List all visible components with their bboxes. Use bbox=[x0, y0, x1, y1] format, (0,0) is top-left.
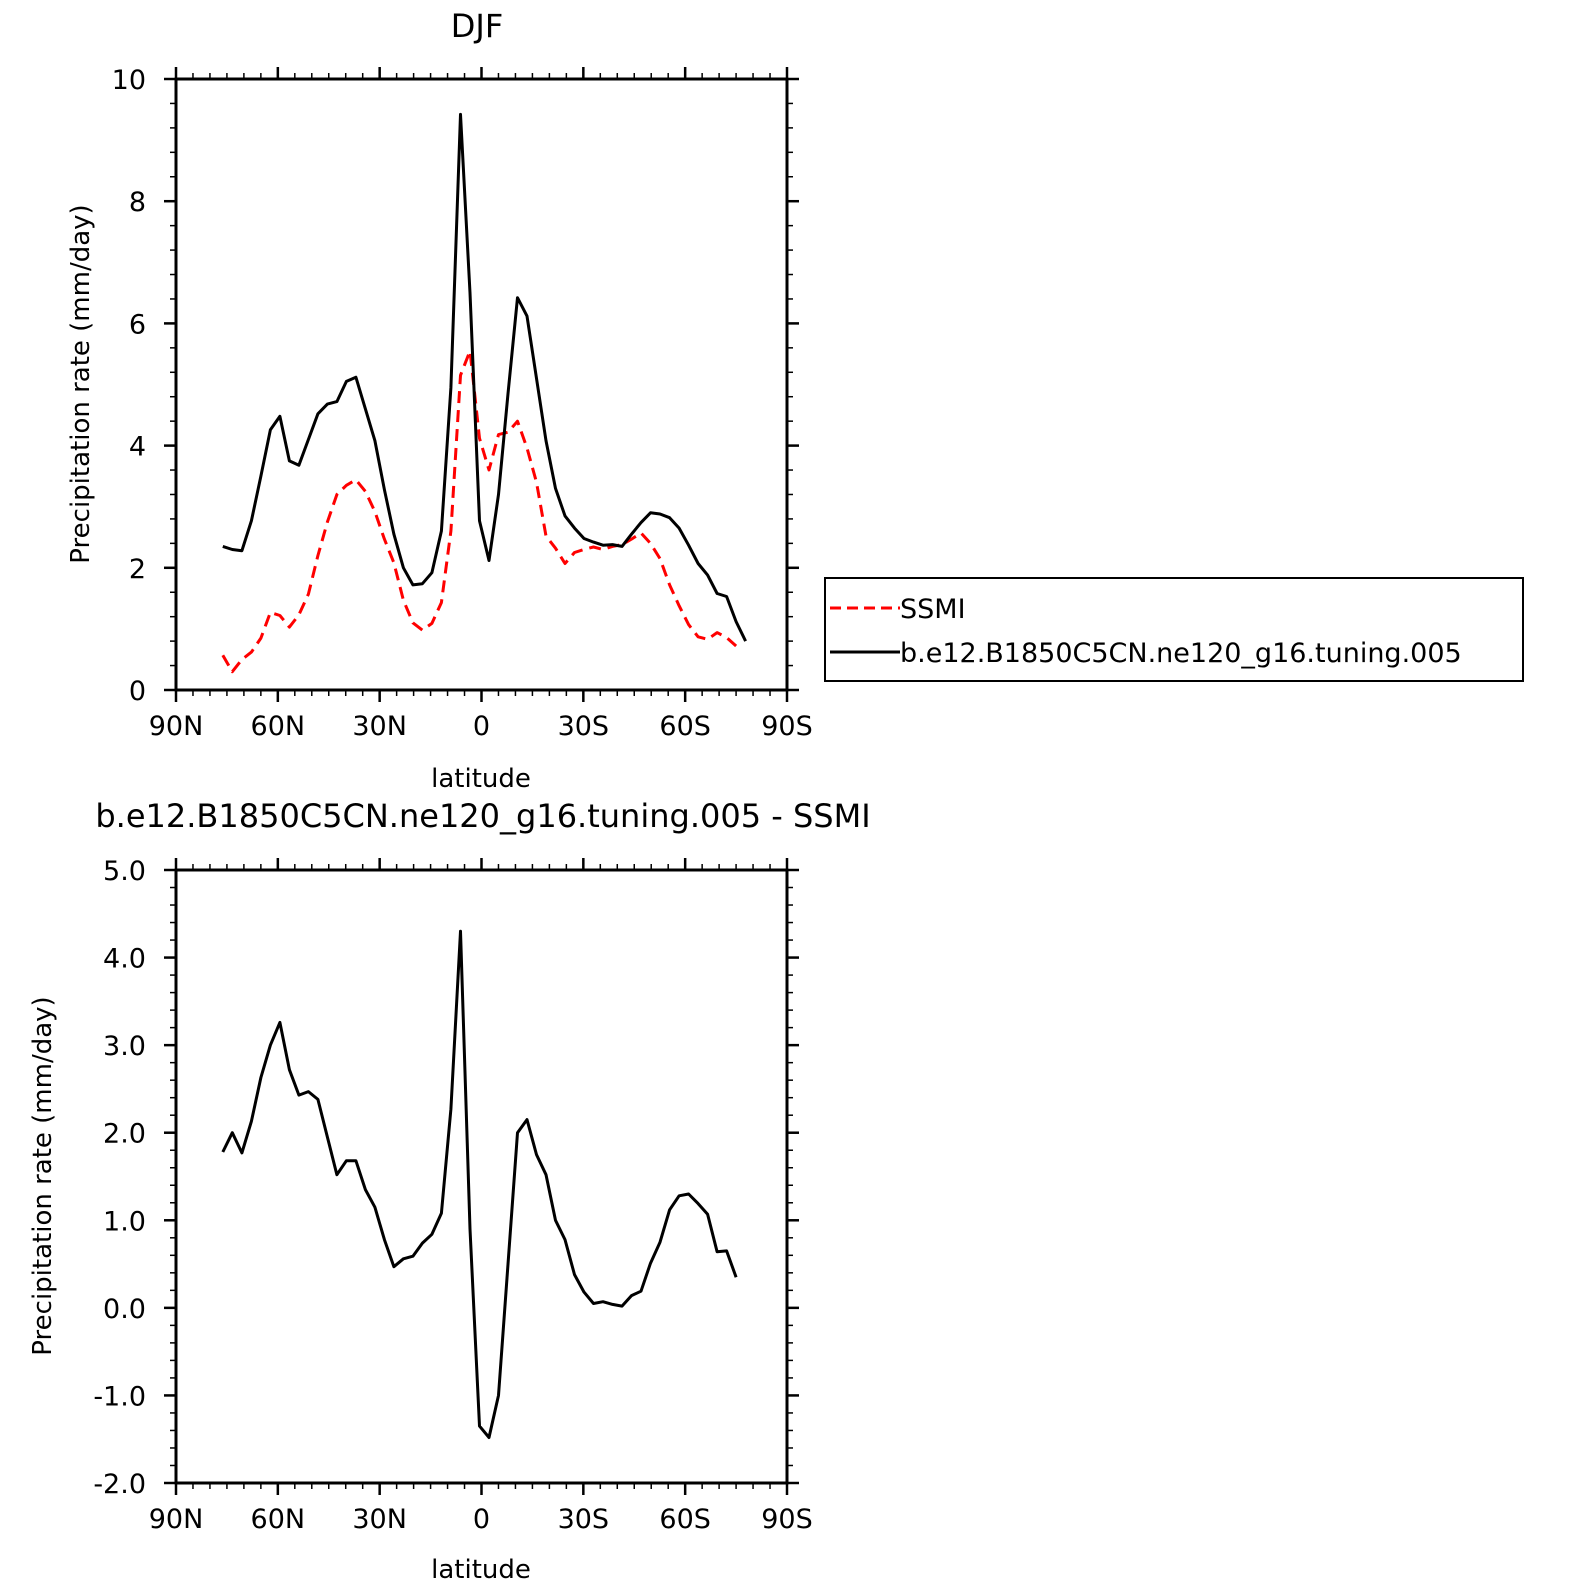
series-line-0 bbox=[221, 929, 738, 1439]
legend: SSMI b.e12.B1850C5CN.ne120_g16.tuning.00… bbox=[824, 577, 1524, 682]
legend-label-model: b.e12.B1850C5CN.ne120_g16.tuning.005 bbox=[900, 638, 1462, 669]
x-tick-label: 0 bbox=[473, 711, 490, 742]
y-tick-label: 8 bbox=[129, 187, 146, 218]
top-x-axis-title: latitude bbox=[431, 764, 531, 794]
x-tick-label: 90S bbox=[761, 711, 813, 742]
x-tick-label: 30S bbox=[558, 711, 610, 742]
bottom-y-tick-labels: -2.0 -1.0 0.0 1.0 2.0 3.0 4.0 5.0 bbox=[93, 856, 146, 1500]
top-x-tick-labels: 90N 60N 30N 0 30S 60S 90S bbox=[149, 711, 813, 742]
bottom-plot-frame bbox=[174, 868, 789, 1485]
y-tick-label: -1.0 bbox=[93, 1381, 146, 1412]
legend-label-ssmi: SSMI bbox=[900, 594, 966, 625]
series-line-0 bbox=[221, 349, 738, 674]
top-plot-title: DJF bbox=[451, 7, 503, 45]
y-tick-label: 10 bbox=[112, 65, 146, 96]
y-tick-label: 4.0 bbox=[103, 944, 146, 975]
series-line-1 bbox=[222, 112, 747, 642]
y-tick-label: 1.0 bbox=[103, 1206, 146, 1237]
top-plot-frame bbox=[174, 77, 789, 692]
x-tick-label: 60N bbox=[251, 1504, 306, 1535]
bottom-plot-title: b.e12.B1850C5CN.ne120_g16.tuning.005 - S… bbox=[95, 797, 870, 835]
top-y-axis-title: Precipitation rate (mm/day) bbox=[66, 204, 96, 563]
top-series-lines bbox=[221, 112, 747, 674]
x-tick-label: 90N bbox=[149, 1504, 204, 1535]
bottom-x-axis-title: latitude bbox=[431, 1555, 531, 1585]
top-panel: DJF 90N 60N 30N 0 30S 60S 90S 0 2 4 6 8 10 latitude… bbox=[66, 7, 1524, 794]
x-tick-label: 90S bbox=[761, 1504, 813, 1535]
legend-box bbox=[824, 577, 1524, 682]
y-tick-label: 3.0 bbox=[103, 1031, 146, 1062]
bottom-axis-ticks bbox=[164, 858, 799, 1495]
top-axis-ticks bbox=[164, 67, 799, 702]
x-tick-label: 60N bbox=[251, 711, 306, 742]
x-tick-label: 60S bbox=[659, 1504, 711, 1535]
bottom-y-axis-title: Precipitation rate (mm/day) bbox=[28, 996, 58, 1355]
x-tick-label: 0 bbox=[473, 1504, 490, 1535]
y-tick-label: -2.0 bbox=[93, 1469, 146, 1500]
x-tick-label: 30N bbox=[352, 711, 407, 742]
y-tick-label: 2 bbox=[129, 554, 146, 585]
bottom-panel: b.e12.B1850C5CN.ne120_g16.tuning.005 - S… bbox=[28, 797, 871, 1585]
y-tick-label: 5.0 bbox=[103, 856, 146, 887]
x-tick-label: 60S bbox=[659, 711, 711, 742]
bottom-series-lines bbox=[221, 929, 738, 1439]
x-tick-label: 30N bbox=[352, 1504, 407, 1535]
bottom-x-tick-labels: 90N 60N 30N 0 30S 60S 90S bbox=[149, 1504, 813, 1535]
x-tick-label: 90N bbox=[149, 711, 204, 742]
y-tick-label: 2.0 bbox=[103, 1119, 146, 1150]
y-tick-label: 6 bbox=[129, 309, 146, 340]
y-tick-label: 4 bbox=[129, 432, 146, 463]
x-tick-label: 30S bbox=[558, 1504, 610, 1535]
y-tick-label: 0 bbox=[129, 676, 146, 707]
y-tick-label: 0.0 bbox=[103, 1294, 146, 1325]
top-y-tick-labels: 0 2 4 6 8 10 bbox=[112, 65, 146, 707]
